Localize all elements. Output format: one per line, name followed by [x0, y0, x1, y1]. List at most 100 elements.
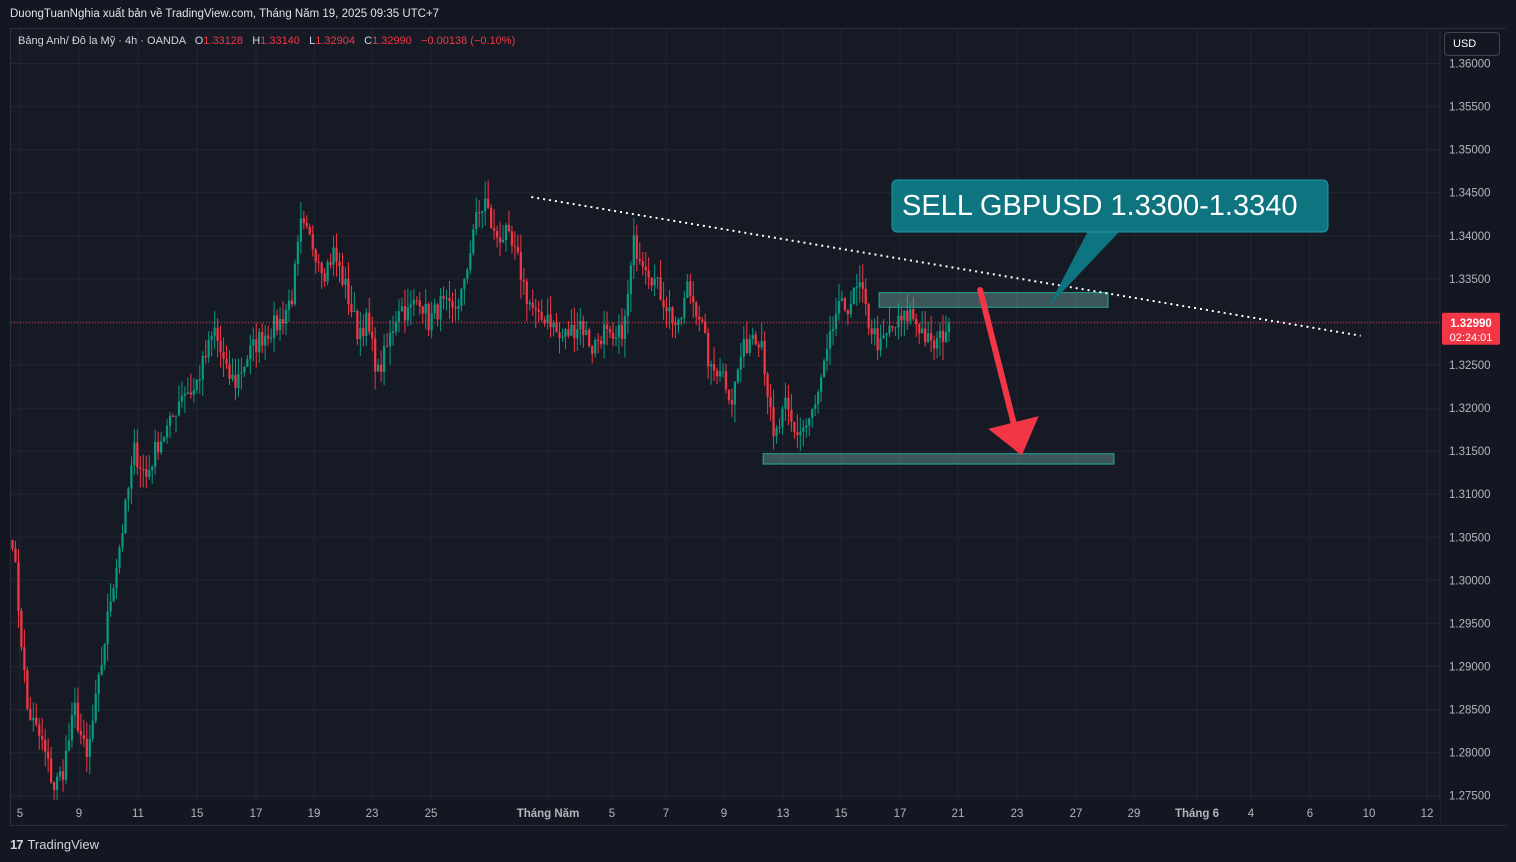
x-tick-label: 4 [1248, 808, 1255, 820]
candle-body [362, 327, 365, 336]
candle [689, 273, 692, 305]
candle [216, 318, 219, 358]
candle [385, 332, 389, 348]
price-tag-price: 1.32990 [1450, 318, 1492, 330]
candle-body [626, 293, 630, 317]
candle [921, 310, 924, 334]
candle [448, 280, 451, 319]
candle-body [650, 277, 653, 286]
candle [278, 307, 282, 341]
candle-body [528, 302, 531, 305]
candle-body [388, 332, 392, 347]
candle-body [365, 312, 368, 336]
candle-body [707, 332, 710, 367]
candle-body [204, 355, 207, 358]
candle-body [258, 332, 261, 353]
candle [368, 297, 371, 336]
candle [929, 316, 933, 353]
candle-body [472, 229, 475, 254]
low-label: L [309, 35, 316, 47]
candle-body [94, 693, 97, 721]
candle-body [947, 322, 951, 332]
candle-body [855, 287, 858, 289]
candle [252, 327, 255, 362]
candle [356, 308, 359, 345]
candle-body [653, 278, 656, 286]
candle [124, 498, 127, 535]
candle [50, 747, 53, 784]
x-tick-label: 23 [366, 808, 379, 820]
candle-body [623, 316, 627, 340]
candle [177, 385, 181, 417]
candle-body [513, 245, 517, 247]
candle [362, 314, 365, 347]
candle [237, 358, 240, 397]
candle [338, 252, 341, 283]
candle-body [662, 300, 665, 308]
y-tick-label: 1.34500 [1449, 188, 1491, 200]
candle-body [683, 297, 686, 318]
candle [787, 384, 790, 426]
x-tick-label: 23 [1011, 808, 1024, 820]
candle-body [504, 224, 508, 241]
candle-body [632, 235, 635, 266]
candle [207, 330, 210, 363]
publisher-text: DuongTuanNghia xuất bản về TradingView.c… [10, 8, 440, 20]
candle-body [861, 282, 864, 289]
candle [793, 421, 796, 439]
candle [724, 363, 728, 394]
candle-body [903, 310, 906, 321]
candle-body [932, 340, 936, 349]
candle-body [112, 588, 115, 602]
candle [109, 583, 112, 617]
x-tick-label: 12 [1421, 808, 1434, 820]
candle [38, 718, 41, 750]
candle-body [478, 212, 481, 214]
currency-button[interactable]: USD [1444, 32, 1500, 56]
candle-body [186, 392, 190, 394]
candle-body [246, 358, 249, 367]
candle [846, 309, 850, 326]
candle-body [142, 469, 145, 471]
candle [591, 344, 594, 364]
candle-body [846, 310, 850, 315]
x-tick-label: 5 [17, 808, 23, 820]
candle-body [382, 345, 386, 372]
candle-body [35, 717, 38, 725]
candle [564, 327, 567, 349]
candle [439, 287, 442, 332]
candle-body [329, 261, 332, 265]
candle-body [234, 374, 237, 388]
symbol-name[interactable]: Bảng Anh/ Đô la Mỹ · 4h · OANDA [18, 35, 186, 47]
candle-body [368, 312, 371, 332]
candle [662, 282, 665, 320]
candle [100, 646, 103, 676]
candle [790, 393, 793, 432]
candle [588, 327, 591, 348]
candle [365, 308, 368, 347]
candle-body [145, 469, 148, 477]
candle [374, 327, 377, 390]
candle [704, 313, 707, 334]
chart-frame[interactable] [10, 28, 1506, 826]
x-tick-label: Tháng Năm [517, 808, 580, 820]
candle-body [852, 287, 855, 304]
candle-body [278, 318, 282, 331]
y-tick-label: 1.31000 [1449, 489, 1491, 501]
candle-body [79, 730, 82, 736]
candle [183, 386, 187, 413]
candle-body [192, 390, 195, 395]
candle-body [11, 539, 14, 549]
y-tick-label: 1.27500 [1449, 791, 1491, 803]
tradingview-brand[interactable]: 17 TradingView [10, 837, 99, 852]
candle-body [814, 404, 817, 409]
candle [195, 379, 198, 394]
candle-body [323, 273, 326, 282]
candle-body [457, 306, 460, 309]
candle-body [787, 397, 790, 410]
candle [814, 395, 817, 417]
candle [118, 544, 121, 574]
candlestick-series [11, 180, 951, 802]
candle-body [451, 300, 454, 308]
